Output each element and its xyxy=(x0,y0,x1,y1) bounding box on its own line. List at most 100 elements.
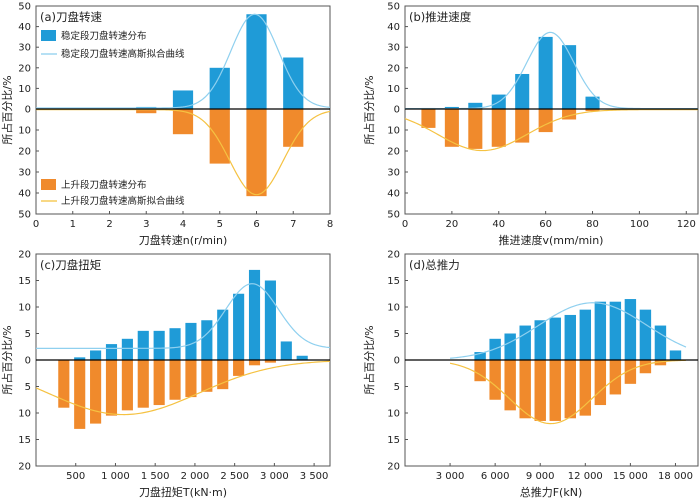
legend-label-stable-curve: 稳定段刀盘转速高斯拟合曲线 xyxy=(61,48,185,60)
rise-bar xyxy=(105,360,118,416)
stable-bar xyxy=(74,357,86,360)
legend-label-stable-bar: 稳定段刀盘转速分布 xyxy=(61,30,147,42)
rise-bar xyxy=(468,109,483,149)
stable-bar xyxy=(534,320,546,360)
y-tick-label: 20 xyxy=(18,63,31,74)
y-tick-label: 20 xyxy=(18,147,31,158)
stable-bar xyxy=(172,90,194,109)
y-axis-title: 所占百分比/% xyxy=(362,75,376,144)
x-tick-label: 12 000 xyxy=(568,471,603,482)
x-tick-label: 1 xyxy=(70,219,76,230)
rise-bar xyxy=(233,360,245,376)
y-tick-label: 10 xyxy=(387,126,400,137)
x-axis-title: 刀盘扭矩T(kN·m) xyxy=(139,485,227,499)
rise-bar xyxy=(58,360,70,408)
stable-bar xyxy=(296,355,308,360)
stable-bar xyxy=(153,330,165,360)
x-tick-label: 6 xyxy=(253,219,259,230)
stable-bar xyxy=(564,314,576,360)
panel-b: (b)推进速度 所占百分比/% 推进速度v(mm/min) 0 10 20 30 40 5… xyxy=(362,2,699,247)
panel-a: (a)刀盘转速 所占百分比/% 刀盘转速n(r/min) 01020304050… xyxy=(0,2,333,248)
y-tick-label: 10 xyxy=(387,84,400,95)
rise-bar xyxy=(534,360,546,421)
rise-bar xyxy=(609,360,622,395)
rise-bar xyxy=(74,360,86,429)
x-tick-label: 3 000 xyxy=(260,471,289,482)
y-tick-label: 5 xyxy=(25,382,31,393)
stable-bar xyxy=(562,45,577,109)
y-tick-label: 10 xyxy=(387,409,400,420)
bars-layer xyxy=(421,36,600,149)
bars-layer xyxy=(58,269,308,429)
x-tick-label: 2 500 xyxy=(220,471,249,482)
stable-bar xyxy=(468,102,483,109)
stable-bar xyxy=(624,299,637,360)
panel-title: (a)刀盘转速 xyxy=(40,10,103,24)
y-tick-label: 20 xyxy=(18,250,31,261)
rise-bar xyxy=(515,109,530,143)
x-tick-label: 0 xyxy=(33,219,39,230)
rise-bar xyxy=(246,109,267,197)
y-tick-label: 20 xyxy=(387,462,400,473)
y-tick-label: 0 xyxy=(394,105,400,116)
x-tick-label: 20 xyxy=(446,219,459,230)
y-tick-label: 15 xyxy=(387,435,400,446)
x-tick-label: 3 xyxy=(143,219,149,230)
x-axis-title: 推进速度v(mm/min) xyxy=(499,233,604,247)
rise-fit-curve xyxy=(449,359,686,425)
ticks-layer: 0 5 10 15 20 5 10 15 20 3 000 6 000 9 000 12 000 15 0… xyxy=(387,250,693,483)
x-tick-label: 0 xyxy=(402,219,408,230)
curves-layer xyxy=(405,302,698,425)
legend-label-rise-curve: 上升段刀盘转速高斯拟合曲线 xyxy=(61,195,185,207)
x-tick-label: 7 xyxy=(290,219,296,230)
stable-bar xyxy=(609,301,622,360)
y-tick-label: 50 xyxy=(387,2,400,13)
stable-bar xyxy=(201,320,213,360)
y-tick-label: 20 xyxy=(387,63,400,74)
y-tick-label: 10 xyxy=(18,303,31,314)
x-tick-label: 500 xyxy=(66,471,85,482)
panel-title: (c)刀盘扭矩 xyxy=(40,258,101,272)
y-tick-label: 30 xyxy=(387,43,400,54)
stable-bar xyxy=(248,269,261,360)
stable-bar xyxy=(233,293,245,360)
curves-layer xyxy=(35,283,331,416)
y-tick-label: 20 xyxy=(387,250,400,261)
stable-bar xyxy=(264,280,276,360)
y-tick-label: 20 xyxy=(387,147,400,158)
y-tick-label: 15 xyxy=(18,435,31,446)
x-tick-label: 1 000 xyxy=(101,471,130,482)
stable-bar xyxy=(169,328,181,360)
stable-fit-curve xyxy=(450,302,687,359)
rise-bar xyxy=(172,109,194,135)
rise-bar xyxy=(217,360,229,390)
rise-bar xyxy=(248,360,261,366)
stable-bar xyxy=(137,330,149,360)
rise-fit-curve xyxy=(35,360,331,416)
rise-bar xyxy=(169,360,181,400)
bars-layer xyxy=(136,14,304,197)
legend: 稳定段刀盘转速分布 稳定段刀盘转速高斯拟合曲线 上升段刀盘转速分布 上升段刀盘转… xyxy=(41,30,185,207)
stable-bar xyxy=(90,350,102,360)
y-tick-label: 40 xyxy=(387,22,400,33)
stable-bar xyxy=(654,325,667,360)
stable-bar xyxy=(280,341,292,360)
rise-fit-curve xyxy=(404,109,698,152)
panel-c: (c)刀盘扭矩 所占百分比/% 刀盘扭矩T(kN·m) 0 5 10 15 20 5 10 1… xyxy=(0,250,331,499)
y-tick-label: 10 xyxy=(18,409,31,420)
rise-bar xyxy=(90,360,102,424)
stable-bar xyxy=(246,14,267,110)
stable-bar xyxy=(105,344,118,360)
x-tick-label: 15 000 xyxy=(613,471,648,482)
y-tick-label: 15 xyxy=(18,276,31,287)
rise-bar xyxy=(562,109,577,120)
x-tick-label: 5 xyxy=(217,219,223,230)
x-tick-label: 2 000 xyxy=(181,471,210,482)
legend-swatch-stable xyxy=(41,30,56,41)
y-tick-label: 40 xyxy=(18,22,31,33)
legend-label-rise-bar: 上升段刀盘转速分布 xyxy=(61,179,147,191)
x-tick-label: 3 000 xyxy=(436,471,465,482)
stable-bar xyxy=(538,36,553,109)
